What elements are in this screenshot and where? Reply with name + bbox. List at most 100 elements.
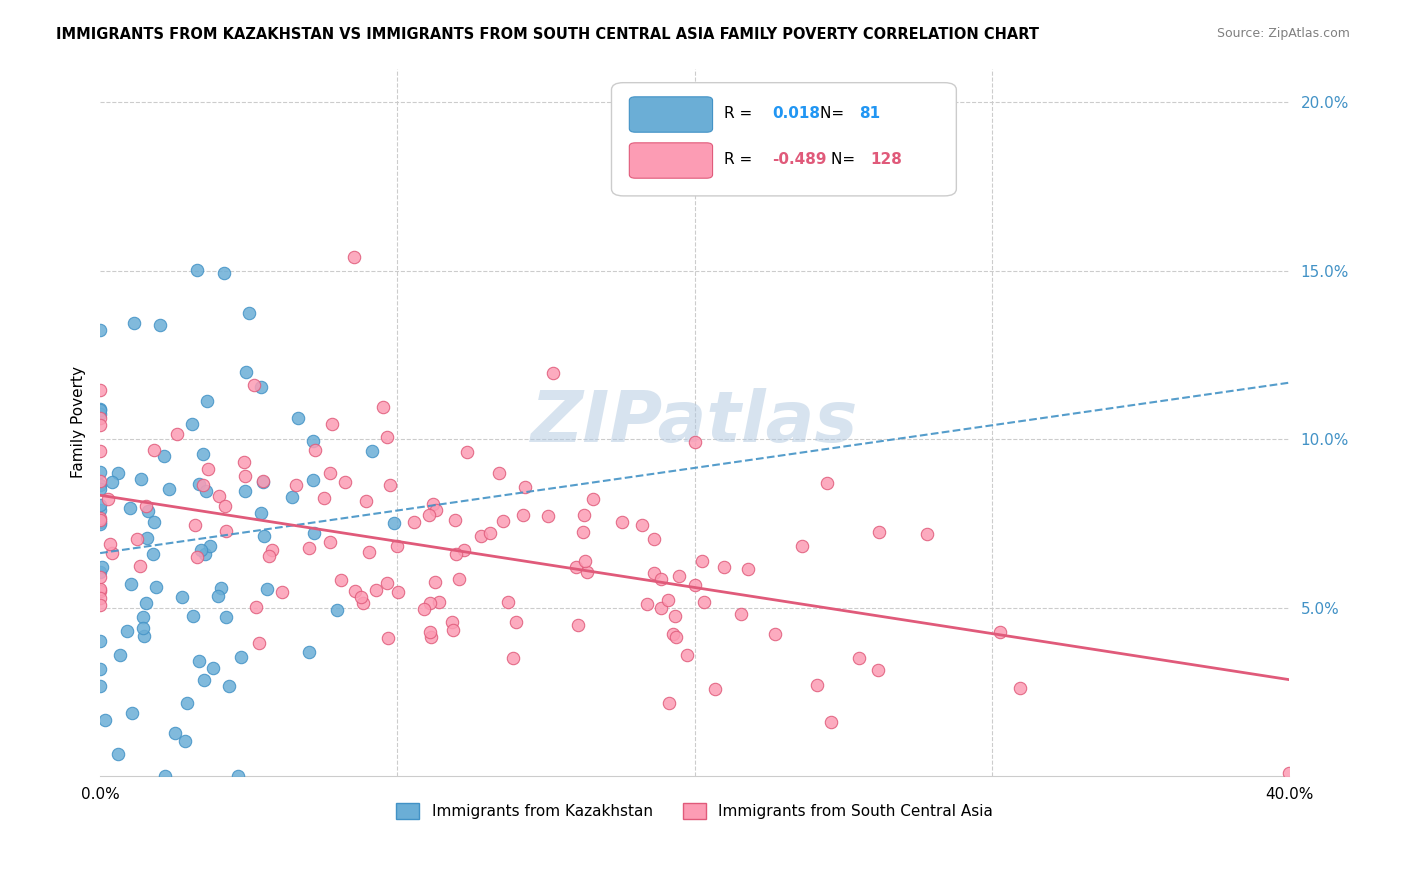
Kazakhstan (281, 490, 304, 504)
South Central Asia (1278, 765, 1301, 780)
South Central Asia (98, 537, 121, 551)
South Central Asia (737, 562, 759, 576)
Kazakhstan (302, 473, 325, 487)
South Central Asia (650, 601, 672, 615)
South Central Asia (89, 582, 111, 596)
FancyBboxPatch shape (630, 97, 713, 132)
South Central Asia (184, 518, 207, 533)
South Central Asia (582, 492, 605, 507)
South Central Asia (572, 508, 595, 522)
South Central Asia (312, 491, 335, 505)
Kazakhstan (131, 472, 153, 486)
South Central Asia (252, 474, 274, 488)
Kazakhstan (209, 582, 232, 596)
South Central Asia (419, 624, 441, 639)
Kazakhstan (190, 543, 212, 558)
Kazakhstan (302, 526, 325, 541)
Kazakhstan (215, 609, 238, 624)
Text: IMMIGRANTS FROM KAZAKHSTAN VS IMMIGRANTS FROM SOUTH CENTRAL ASIA FAMILY POVERTY : IMMIGRANTS FROM KAZAKHSTAN VS IMMIGRANTS… (56, 27, 1039, 42)
South Central Asia (304, 443, 326, 458)
Legend: Immigrants from Kazakhstan, Immigrants from South Central Asia: Immigrants from Kazakhstan, Immigrants f… (391, 797, 1000, 825)
South Central Asia (574, 554, 596, 568)
South Central Asia (89, 598, 111, 612)
Kazakhstan (326, 603, 349, 617)
Kazakhstan (89, 515, 111, 529)
Kazakhstan (212, 267, 235, 281)
Kazakhstan (121, 706, 143, 720)
Kazakhstan (136, 531, 159, 545)
Kazakhstan (89, 482, 111, 496)
Kazakhstan (153, 769, 176, 783)
South Central Asia (866, 663, 889, 677)
South Central Asia (567, 618, 589, 632)
South Central Asia (419, 630, 441, 644)
South Central Asia (572, 524, 595, 539)
South Central Asia (270, 584, 292, 599)
Text: R =: R = (724, 105, 758, 120)
Text: R =: R = (724, 152, 758, 167)
Kazakhstan (193, 673, 215, 687)
South Central Asia (576, 566, 599, 580)
South Central Asia (257, 549, 280, 563)
South Central Asia (630, 517, 652, 532)
South Central Asia (988, 625, 1011, 640)
Kazakhstan (360, 444, 382, 458)
South Central Asia (385, 540, 408, 554)
South Central Asia (284, 477, 307, 491)
South Central Asia (233, 469, 256, 483)
South Central Asia (89, 513, 111, 527)
South Central Asia (496, 595, 519, 609)
South Central Asia (505, 615, 527, 629)
Kazakhstan (132, 621, 155, 635)
South Central Asia (375, 576, 398, 591)
Kazakhstan (201, 661, 224, 675)
Kazakhstan (187, 477, 209, 491)
Kazakhstan (153, 449, 176, 463)
South Central Asia (260, 542, 283, 557)
South Central Asia (319, 466, 342, 480)
South Central Asia (665, 630, 688, 644)
South Central Asia (693, 595, 716, 609)
Kazakhstan (194, 547, 217, 561)
Y-axis label: Family Poverty: Family Poverty (72, 367, 86, 478)
Kazakhstan (110, 648, 132, 662)
South Central Asia (815, 475, 838, 490)
South Central Asia (683, 577, 706, 591)
Kazakhstan (131, 610, 153, 624)
South Central Asia (636, 597, 658, 611)
South Central Asia (565, 560, 588, 574)
FancyBboxPatch shape (630, 143, 713, 178)
South Central Asia (668, 568, 690, 582)
Kazakhstan (195, 483, 218, 498)
Kazakhstan (198, 540, 221, 554)
South Central Asia (488, 466, 510, 480)
South Central Asia (512, 508, 534, 523)
South Central Asia (444, 513, 467, 527)
South Central Asia (456, 445, 478, 459)
South Central Asia (357, 545, 380, 559)
South Central Asia (425, 503, 447, 517)
Kazakhstan (298, 645, 321, 659)
South Central Asia (89, 591, 111, 605)
South Central Asia (492, 515, 515, 529)
South Central Asia (89, 410, 111, 425)
FancyBboxPatch shape (612, 83, 956, 196)
South Central Asia (404, 515, 426, 529)
Kazakhstan (181, 417, 204, 432)
Kazakhstan (207, 590, 229, 604)
South Central Asia (806, 678, 828, 692)
South Central Asia (423, 574, 446, 589)
South Central Asia (703, 681, 725, 696)
Kazakhstan (163, 725, 186, 739)
South Central Asia (352, 596, 374, 610)
South Central Asia (478, 525, 501, 540)
Kazakhstan (89, 403, 111, 417)
South Central Asia (643, 566, 665, 581)
South Central Asia (166, 426, 188, 441)
South Central Asia (422, 498, 444, 512)
South Central Asia (364, 582, 387, 597)
Text: N=: N= (820, 105, 849, 120)
South Central Asia (643, 533, 665, 547)
South Central Asia (658, 696, 681, 710)
Kazakhstan (157, 482, 180, 496)
